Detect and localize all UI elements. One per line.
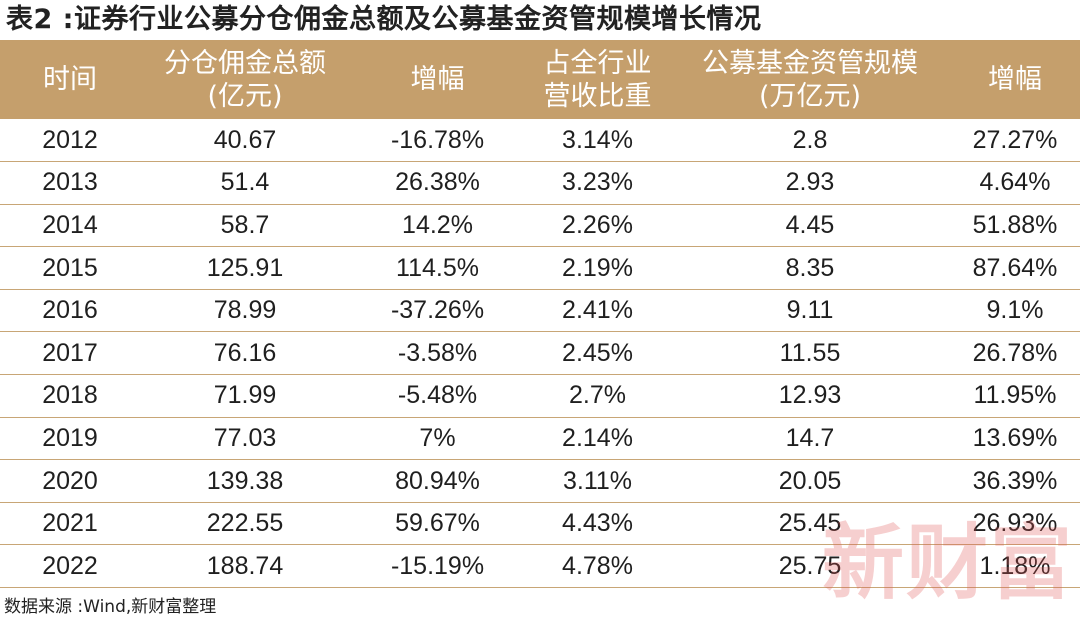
header-revenue-share: 占全行业 营收比重 [543, 47, 652, 112]
aum-growth-cell: 36.39% [950, 459, 1080, 503]
year-cell: 2019 [0, 417, 140, 461]
header-commission-growth: 增幅 [410, 64, 465, 95]
header-year: 时间 [43, 64, 97, 95]
fund-aum-cell: 25.75 [670, 544, 950, 589]
data-table: 时间 分仓佣金总额 (亿元) 增幅 占全行业 营收比重 公募基金资管规模 (万亿… [0, 40, 1080, 589]
commission-growth-cell: -3.58% [350, 331, 525, 376]
table-row: 2014 58.7 14.2% 2.26% 4.45 51.88% [0, 204, 1080, 248]
year-cell: 2015 [0, 246, 140, 290]
table-row: 2020 139.38 80.94% 3.11% 20.05 36.39% [0, 459, 1080, 503]
aum-growth-cell: 13.69% [950, 417, 1080, 461]
table-row: 2021 222.55 59.67% 4.43% 25.45 26.93% [0, 502, 1080, 546]
table-row: 2013 51.4 26.38% 3.23% 2.93 4.64% [0, 161, 1080, 205]
aum-growth-cell: 51.88% [950, 204, 1080, 248]
revenue-share-cell: 2.14% [525, 417, 670, 461]
year-cell: 2014 [0, 204, 140, 248]
table-title: 表2 :证券行业公募分仓佣金总额及公募基金资管规模增长情况 [6, 4, 762, 35]
revenue-share-cell: 2.19% [525, 246, 670, 290]
commission-growth-cell: 114.5% [350, 246, 525, 290]
year-cell: 2013 [0, 161, 140, 205]
aum-growth-cell: 26.78% [950, 331, 1080, 376]
commission-total-cell: 78.99 [140, 289, 350, 333]
table-header-row: 时间 分仓佣金总额 (亿元) 增幅 占全行业 营收比重 公募基金资管规模 (万亿… [0, 40, 1080, 119]
year-cell: 2012 [0, 119, 140, 163]
fund-aum-cell: 25.45 [670, 502, 950, 546]
year-cell: 2020 [0, 459, 140, 503]
commission-total-cell: 77.03 [140, 417, 350, 461]
commission-growth-cell: 7% [350, 417, 525, 461]
table-row: 2022 188.74 -15.19% 4.78% 25.75 1.18% [0, 544, 1080, 589]
year-cell: 2018 [0, 374, 140, 418]
fund-aum-cell: 9.11 [670, 289, 950, 333]
year-cell: 2016 [0, 289, 140, 333]
commission-total-cell: 51.4 [140, 161, 350, 205]
commission-total-cell: 139.38 [140, 459, 350, 503]
revenue-share-cell: 2.41% [525, 289, 670, 333]
commission-growth-cell: -37.26% [350, 289, 525, 333]
fund-aum-cell: 8.35 [670, 246, 950, 290]
commission-growth-cell: 26.38% [350, 161, 525, 205]
commission-growth-cell: 14.2% [350, 204, 525, 248]
commission-growth-cell: 59.67% [350, 502, 525, 546]
aum-growth-cell: 27.27% [950, 119, 1080, 163]
aum-growth-cell: 1.18% [950, 544, 1080, 589]
revenue-share-cell: 4.43% [525, 502, 670, 546]
commission-total-cell: 125.91 [140, 246, 350, 290]
commission-total-cell: 76.16 [140, 331, 350, 376]
header-commission-total: 分仓佣金总额 (亿元) [164, 47, 326, 112]
aum-growth-cell: 87.64% [950, 246, 1080, 290]
fund-aum-cell: 2.8 [670, 119, 950, 163]
table-row: 2016 78.99 -37.26% 2.41% 9.11 9.1% [0, 289, 1080, 333]
commission-total-cell: 71.99 [140, 374, 350, 418]
commission-total-cell: 222.55 [140, 502, 350, 546]
fund-aum-cell: 12.93 [670, 374, 950, 418]
commission-total-cell: 188.74 [140, 544, 350, 589]
header-fund-aum: 公募基金资管规模 (万亿元) [702, 47, 918, 112]
revenue-share-cell: 3.11% [525, 459, 670, 503]
commission-total-cell: 40.67 [140, 119, 350, 163]
revenue-share-cell: 3.14% [525, 119, 670, 163]
table-row: 2019 77.03 7% 2.14% 14.7 13.69% [0, 417, 1080, 461]
commission-growth-cell: -5.48% [350, 374, 525, 418]
header-aum-growth: 增幅 [988, 64, 1042, 95]
fund-aum-cell: 14.7 [670, 417, 950, 461]
commission-growth-cell: 80.94% [350, 459, 525, 503]
table-row: 2018 71.99 -5.48% 2.7% 12.93 11.95% [0, 374, 1080, 418]
table-row: 2017 76.16 -3.58% 2.45% 11.55 26.78% [0, 331, 1080, 376]
aum-growth-cell: 9.1% [950, 289, 1080, 333]
year-cell: 2017 [0, 331, 140, 376]
fund-aum-cell: 20.05 [670, 459, 950, 503]
fund-aum-cell: 4.45 [670, 204, 950, 248]
fund-aum-cell: 2.93 [670, 161, 950, 205]
revenue-share-cell: 2.45% [525, 331, 670, 376]
fund-aum-cell: 11.55 [670, 331, 950, 376]
year-cell: 2022 [0, 544, 140, 589]
commission-growth-cell: -15.19% [350, 544, 525, 589]
commission-total-cell: 58.7 [140, 204, 350, 248]
commission-growth-cell: -16.78% [350, 119, 525, 163]
source-note: 数据来源 :Wind,新财富整理 [4, 597, 217, 617]
aum-growth-cell: 4.64% [950, 161, 1080, 205]
table-row: 2015 125.91 114.5% 2.19% 8.35 87.64% [0, 246, 1080, 290]
table-row: 2012 40.67 -16.78% 3.14% 2.8 27.27% [0, 119, 1080, 163]
table-body: 2012 40.67 -16.78% 3.14% 2.8 27.27% 2013 51.4 26… [0, 119, 1080, 589]
revenue-share-cell: 2.26% [525, 204, 670, 248]
revenue-share-cell: 3.23% [525, 161, 670, 205]
year-cell: 2021 [0, 502, 140, 546]
revenue-share-cell: 2.7% [525, 374, 670, 418]
revenue-share-cell: 4.78% [525, 544, 670, 589]
aum-growth-cell: 11.95% [950, 374, 1080, 418]
aum-growth-cell: 26.93% [950, 502, 1080, 546]
